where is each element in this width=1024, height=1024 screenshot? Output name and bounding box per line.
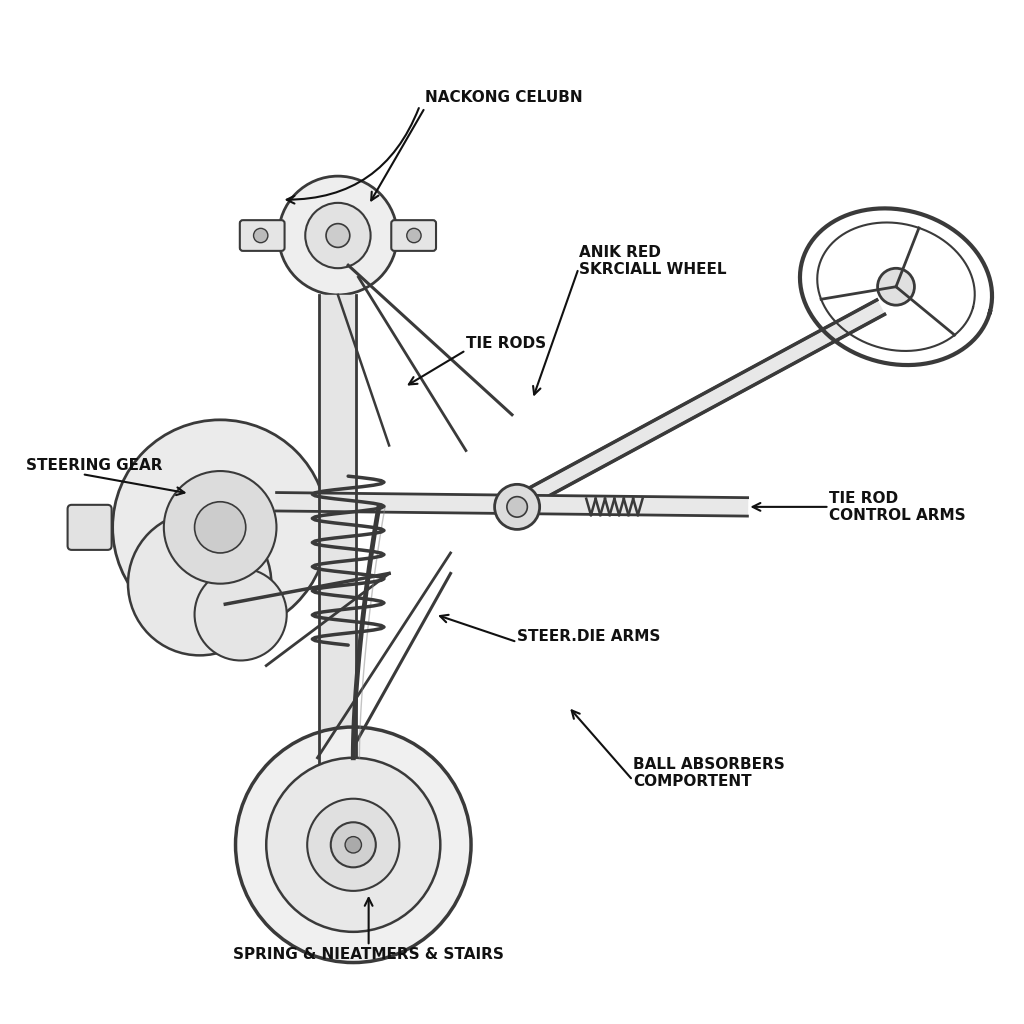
Polygon shape xyxy=(319,295,356,799)
Circle shape xyxy=(407,228,421,243)
Text: TIE RODS: TIE RODS xyxy=(466,336,546,350)
Circle shape xyxy=(305,203,371,268)
FancyBboxPatch shape xyxy=(240,220,285,251)
Circle shape xyxy=(128,512,271,655)
Circle shape xyxy=(236,727,471,963)
Circle shape xyxy=(195,568,287,660)
Circle shape xyxy=(266,758,440,932)
Circle shape xyxy=(113,420,328,635)
Circle shape xyxy=(331,822,376,867)
FancyBboxPatch shape xyxy=(68,505,112,550)
Circle shape xyxy=(254,228,268,243)
FancyBboxPatch shape xyxy=(391,220,436,251)
Circle shape xyxy=(878,268,914,305)
Text: NACKONG CELUBN: NACKONG CELUBN xyxy=(425,90,583,104)
Text: STEERING GEAR: STEERING GEAR xyxy=(26,459,162,473)
Circle shape xyxy=(345,837,361,853)
Text: TIE ROD
CONTROL ARMS: TIE ROD CONTROL ARMS xyxy=(829,490,966,523)
Polygon shape xyxy=(513,300,885,511)
Circle shape xyxy=(164,471,276,584)
Circle shape xyxy=(507,497,527,517)
Circle shape xyxy=(307,799,399,891)
Polygon shape xyxy=(276,493,748,516)
Circle shape xyxy=(279,176,397,295)
Text: BALL ABSORBERS
COMPORTENT: BALL ABSORBERS COMPORTENT xyxy=(633,757,784,790)
Circle shape xyxy=(495,484,540,529)
Circle shape xyxy=(326,223,350,248)
Text: ANIK RED
SKRCIALL WHEEL: ANIK RED SKRCIALL WHEEL xyxy=(579,245,726,278)
Circle shape xyxy=(195,502,246,553)
Text: SPRING & NIEATMERS & STAIRS: SPRING & NIEATMERS & STAIRS xyxy=(233,947,504,962)
Text: STEER.DIE ARMS: STEER.DIE ARMS xyxy=(517,630,660,644)
